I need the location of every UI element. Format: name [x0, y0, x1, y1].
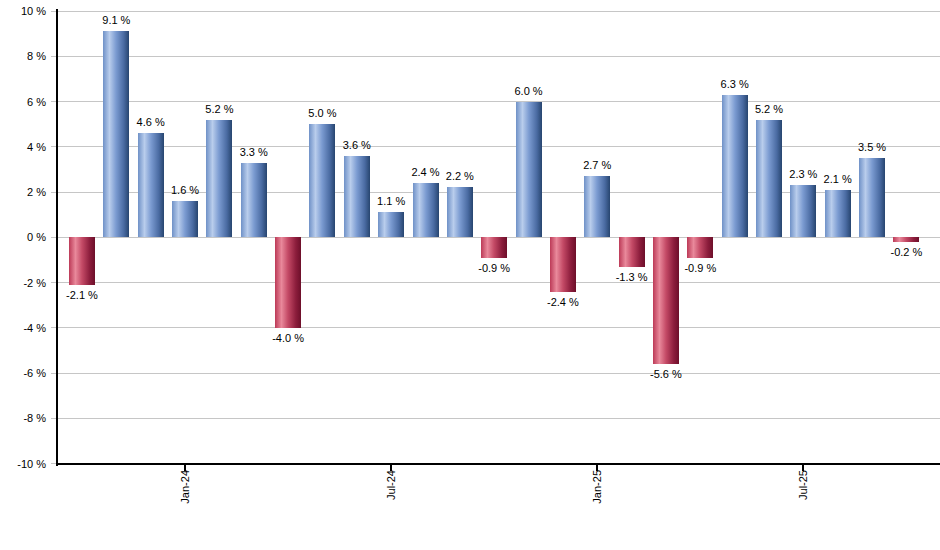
bar-negative — [69, 237, 95, 285]
bar-value-label: -5.6 % — [634, 368, 698, 381]
bar-positive — [825, 190, 851, 238]
y-axis-tick-label: 10 % — [0, 4, 46, 18]
gridline--2 — [51, 282, 940, 283]
bar-positive — [447, 187, 473, 237]
gridline-8 — [51, 56, 940, 57]
bar-value-label: 5.0 % — [290, 107, 354, 120]
y-axis-tick-label: -10 % — [0, 457, 46, 471]
gridline-6 — [51, 101, 940, 102]
bar-positive — [790, 185, 816, 237]
x-axis-line — [56, 463, 940, 465]
bar-value-label: 9.1 % — [84, 14, 148, 27]
bar-value-label: 5.2 % — [737, 103, 801, 116]
bar-positive — [172, 201, 198, 237]
bar-positive — [584, 176, 610, 237]
bar-negative — [687, 237, 713, 257]
gridline-4 — [51, 146, 940, 147]
bar-value-label: 3.5 % — [840, 141, 904, 154]
y-axis-tick-label: -2 % — [0, 276, 46, 290]
bar-positive — [241, 163, 267, 238]
bar-positive — [722, 95, 748, 238]
y-axis-tick-label: 2 % — [0, 185, 46, 199]
bar-negative — [550, 237, 576, 291]
bar-value-label: 2.2 % — [428, 170, 492, 183]
gridline--8 — [51, 418, 940, 419]
gridline-10 — [51, 11, 940, 12]
bar-negative — [893, 237, 919, 242]
gridline--6 — [51, 373, 940, 374]
bar-value-label: 4.6 % — [119, 116, 183, 129]
monthly-returns-bar-chart: 10 % 8 % 6 % 4 % 2 % 0 % -2 % -4 % -6 % -8 % -10 %… — [0, 0, 940, 550]
y-axis-tick-label: 6 % — [0, 95, 46, 109]
bar-negative — [619, 237, 645, 266]
y-axis-tick-label: 4 % — [0, 140, 46, 154]
bar-negative — [481, 237, 507, 257]
bar-value-label: -0.2 % — [874, 246, 938, 259]
bar-value-label: -2.1 % — [50, 289, 114, 302]
bar-value-label: -4.0 % — [256, 332, 320, 345]
y-axis-line — [56, 9, 58, 466]
x-axis-tick-label: Jul-24 — [384, 470, 398, 510]
bar-value-label: 5.2 % — [187, 103, 251, 116]
bar-positive — [859, 158, 885, 237]
bar-positive — [206, 120, 232, 238]
bar-value-label: 6.3 % — [703, 78, 767, 91]
y-axis-tick-label: 0 % — [0, 230, 46, 244]
bar-negative — [653, 237, 679, 364]
x-axis-tick-label: Jan-25 — [590, 470, 604, 510]
bar-value-label: -0.9 % — [668, 262, 732, 275]
bar-negative — [275, 237, 301, 328]
bar-value-label: 6.0 % — [497, 85, 561, 98]
gridline--4 — [51, 327, 940, 328]
bar-value-label: 3.3 % — [222, 146, 286, 159]
x-axis-tick-label: Jan-24 — [178, 470, 192, 510]
bar-value-label: -2.4 % — [531, 296, 595, 309]
y-axis-tick-label: -6 % — [0, 366, 46, 380]
bar-value-label: 2.7 % — [565, 159, 629, 172]
bar-value-label: -0.9 % — [462, 262, 526, 275]
bar-positive — [413, 183, 439, 237]
bar-positive — [103, 31, 129, 237]
bar-positive — [378, 212, 404, 237]
y-axis-tick-label: 8 % — [0, 49, 46, 63]
bar-positive — [516, 102, 542, 238]
bar-value-label: 3.6 % — [325, 139, 389, 152]
x-axis-tick-label: Jul-25 — [796, 470, 810, 510]
y-axis-tick-label: -4 % — [0, 321, 46, 335]
y-axis-tick-label: -8 % — [0, 411, 46, 425]
